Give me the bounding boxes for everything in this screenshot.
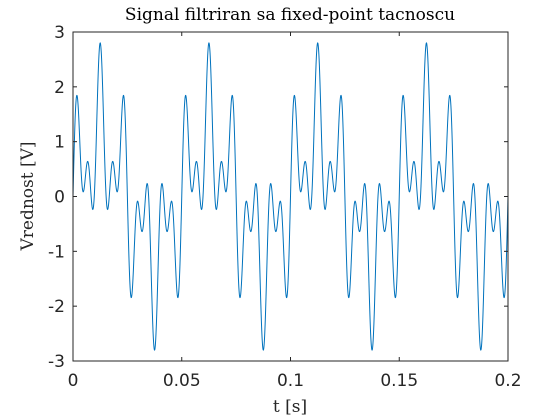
y-tick-label: -2 [48, 297, 65, 317]
x-tick-label: 0.15 [380, 371, 418, 391]
x-tick-label: 0.2 [494, 371, 521, 391]
x-axis-label: t [s] [273, 397, 307, 417]
y-tick-label: 2 [54, 78, 65, 98]
x-tick-label: 0.05 [163, 371, 201, 391]
x-tick-label: 0.1 [277, 371, 304, 391]
y-tick-label: 1 [54, 133, 65, 153]
y-tick-label: 0 [54, 188, 65, 208]
y-tick-label: -1 [48, 242, 65, 262]
x-tick-label: 0 [68, 371, 79, 391]
y-tick-label: 3 [54, 23, 65, 43]
series-line-0 [73, 42, 508, 351]
y-axis-label: Vrednost [V] [18, 141, 38, 251]
chart-title: Signal filtriran sa fixed-point tacnoscu [125, 5, 455, 25]
axis-ticks: 0 0.05 0.1 0.15 0.2 -3 -2 -1 0 1 2 3 [48, 23, 521, 391]
y-tick-label: -3 [48, 352, 65, 372]
series-layer [73, 42, 508, 351]
